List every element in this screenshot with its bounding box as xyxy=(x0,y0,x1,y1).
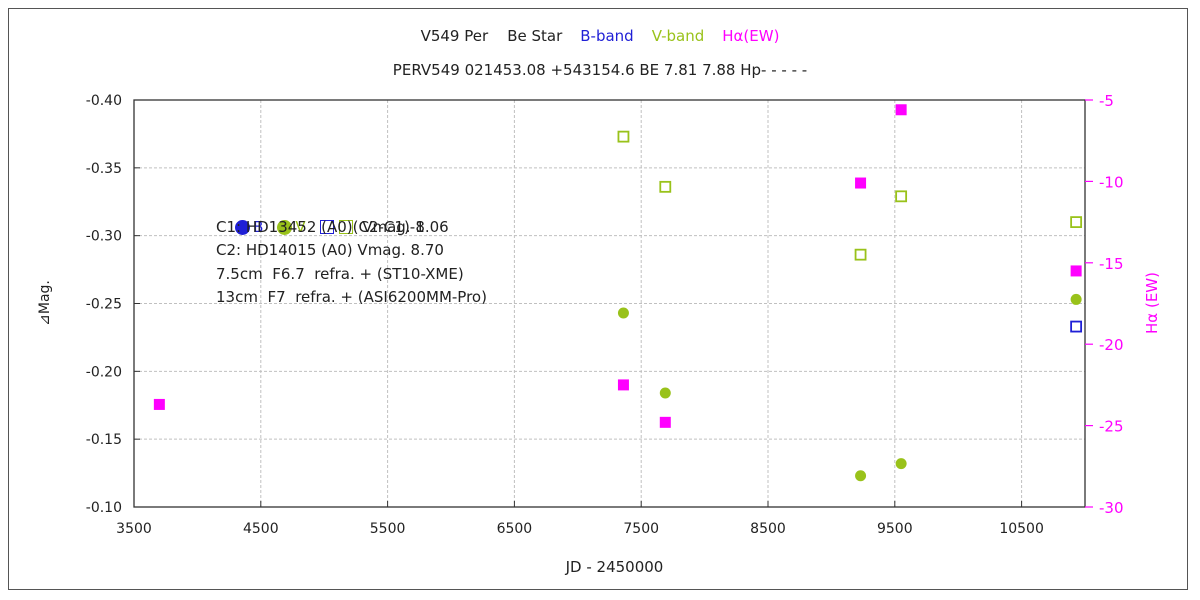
y-axis-label: ⊿Mag. xyxy=(37,280,53,326)
data-point-halpha xyxy=(1070,265,1082,277)
data-point-halpha xyxy=(855,177,867,189)
legend-check-label: (C2-C1)-1 xyxy=(352,217,425,236)
data-point-halpha xyxy=(659,416,671,428)
data-point-v-check xyxy=(1070,216,1083,229)
legend-v-label: V xyxy=(295,217,306,236)
y-tick-label: -0.10 xyxy=(86,500,122,516)
x-axis-label: JD - 2450000 xyxy=(565,558,664,576)
legend-b-square xyxy=(319,220,334,234)
y-tick-label: -0.25 xyxy=(86,297,122,313)
grid xyxy=(134,100,1085,507)
data-point-v xyxy=(617,307,629,319)
legend-b-dot xyxy=(235,219,251,235)
data-point-halpha xyxy=(617,379,629,391)
y2-tick-label: -25 xyxy=(1099,418,1124,436)
x-tick-label: 7500 xyxy=(623,521,659,537)
x-tick-label: 5500 xyxy=(370,521,406,537)
data-point-v-check xyxy=(854,248,867,261)
data-point-v xyxy=(855,470,867,482)
data-point-v xyxy=(895,458,907,470)
data-point-b-check xyxy=(1070,320,1083,333)
axes: 3500 4500 5500 6500 7500 8500 9500 10500 -0.40 -0… xyxy=(37,92,1161,576)
chart-title: V549 Per Be Star B-band V-band Hα(EW) xyxy=(0,27,1200,45)
y2-tick-label: -15 xyxy=(1099,255,1124,273)
y-tick-label: -0.15 xyxy=(86,432,122,448)
legend-v-square xyxy=(338,220,353,234)
x-tick-label: 6500 xyxy=(497,521,533,537)
data-points xyxy=(153,104,1083,482)
y2-tick-label: -20 xyxy=(1099,336,1124,354)
data-point-halpha xyxy=(153,398,165,410)
x-tick-label: 4500 xyxy=(243,521,279,537)
data-point-v-check xyxy=(659,180,672,193)
title-v-band: V-band xyxy=(651,27,705,45)
y-tick-label: -0.35 xyxy=(86,161,122,177)
data-point-v xyxy=(1070,293,1082,305)
x-tick-label: 10500 xyxy=(999,521,1044,537)
title-b-band: B-band xyxy=(580,27,634,45)
data-point-v xyxy=(659,387,671,399)
title-text: V549 Per Be Star xyxy=(420,27,563,45)
y-tick-label: -0.20 xyxy=(86,364,122,380)
y2-tick-label: -10 xyxy=(1099,173,1124,191)
legend-v-dot xyxy=(277,219,293,235)
legend-line-telescope2: 13cm F7 refra. + (ASI6200MM-Pro) xyxy=(216,288,487,306)
legend-line-telescope1: 7.5cm F6.7 refra. + (ST10-XME) xyxy=(216,264,464,283)
y2-tick-label: -30 xyxy=(1099,499,1124,517)
legend: B V (C2-C1)-1 C1: HD13452 (A0) Vmag. 8.06 … xyxy=(216,192,487,310)
legend-b-label: B xyxy=(253,217,264,236)
legend-line-c2: C2: HD14015 (A0) Vmag. 8.70 xyxy=(216,241,444,259)
chart-frame xyxy=(8,8,1188,590)
title-halpha: Hα(EW) xyxy=(722,27,780,45)
y-tick-label: -0.30 xyxy=(86,229,122,245)
x-tick-label: 3500 xyxy=(116,521,152,537)
y2-tick-label: -5 xyxy=(1099,92,1114,110)
y-tick-label: -0.40 xyxy=(86,93,122,109)
data-point-v-check xyxy=(895,190,908,203)
legend-symbols: B V (C2-C1)-1 xyxy=(216,192,487,236)
data-point-v-check xyxy=(617,130,630,143)
y2-axis-label: Hα (EW) xyxy=(1143,272,1161,334)
data-point-halpha xyxy=(895,104,907,116)
legend-line-c1: C1: HD13452 (A0) Vmag. 8.06 xyxy=(216,217,449,236)
chart-subtitle: PERV549 021453.08 +543154.6 BE 7.81 7.88… xyxy=(392,61,808,79)
x-tick-label: 8500 xyxy=(750,521,786,537)
x-tick-label: 9500 xyxy=(877,521,913,537)
